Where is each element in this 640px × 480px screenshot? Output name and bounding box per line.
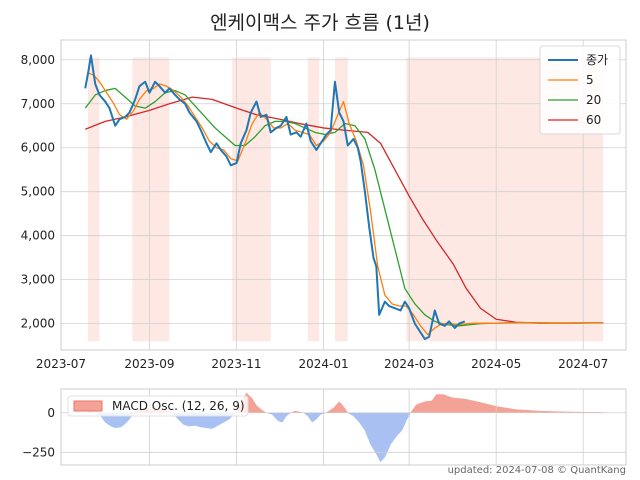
chart-title: 엔케이맥스 주가 흐름 (1년)	[210, 12, 430, 34]
macd-legend-box	[67, 395, 249, 417]
y-tick-label: 3,000	[21, 273, 55, 287]
macd-positive-area	[410, 394, 604, 413]
legend-label: 종가	[586, 53, 608, 67]
series-line-ma20	[84, 87, 604, 327]
footer-credit: updated: 2024-07-08 © QuantKang	[447, 465, 626, 476]
macd-y-tick-label: 0	[47, 406, 55, 420]
x-tick-label: 2024-07	[558, 357, 608, 371]
series-lines	[84, 54, 604, 341]
macd-legend-label: MACD Osc. (12, 26, 9)	[112, 399, 245, 413]
legend-label: 5	[586, 73, 594, 87]
shaded-period-1	[88, 57, 100, 342]
macd-negative-area	[171, 412, 236, 429]
main-plot-frame	[60, 39, 627, 351]
macd-y-tick-label: −250	[22, 445, 55, 459]
macd-negative-area	[346, 412, 411, 463]
shaded-periods	[88, 57, 604, 342]
y-tick-label: 5,000	[21, 185, 55, 199]
y-tick-label: 6,000	[21, 141, 55, 155]
y-tick-label: 8,000	[21, 53, 55, 67]
macd-positive-area	[325, 401, 349, 413]
series-line-close	[84, 54, 466, 341]
macd-negative-area	[266, 412, 292, 423]
shaded-period-2	[132, 57, 170, 342]
x-tick-label: 2023-11	[211, 357, 261, 371]
legend-label: 60	[586, 113, 601, 127]
y-tick-label: 4,000	[21, 229, 55, 243]
legend: 종가 5 20 60 MACD Osc. (12, 26, 9)	[67, 45, 621, 417]
x-tick-label: 2023-09	[124, 357, 174, 371]
x-tick-label: 2024-05	[471, 357, 521, 371]
macd-oscillator	[87, 392, 604, 463]
legend-box	[539, 45, 621, 135]
shaded-period-3	[232, 57, 271, 342]
legend-label: 20	[586, 93, 601, 107]
x-tick-label: 2024-03	[384, 357, 434, 371]
macd-negative-area	[302, 412, 327, 423]
y-tick-label: 7,000	[21, 97, 55, 111]
macd-legend-swatch	[73, 400, 103, 412]
series-line-ma60	[85, 96, 604, 324]
x-tick-label: 2023-07	[36, 357, 86, 371]
y-tick-label: 2,000	[21, 317, 55, 331]
shaded-period-4	[307, 57, 320, 342]
tick-labels: 2023-07 2023-09 2023-11 2024-01 2024-03 2024-…	[21, 53, 609, 460]
x-tick-label: 2024-01	[298, 357, 348, 371]
axes	[60, 39, 627, 466]
macd-plot-frame	[60, 388, 627, 466]
